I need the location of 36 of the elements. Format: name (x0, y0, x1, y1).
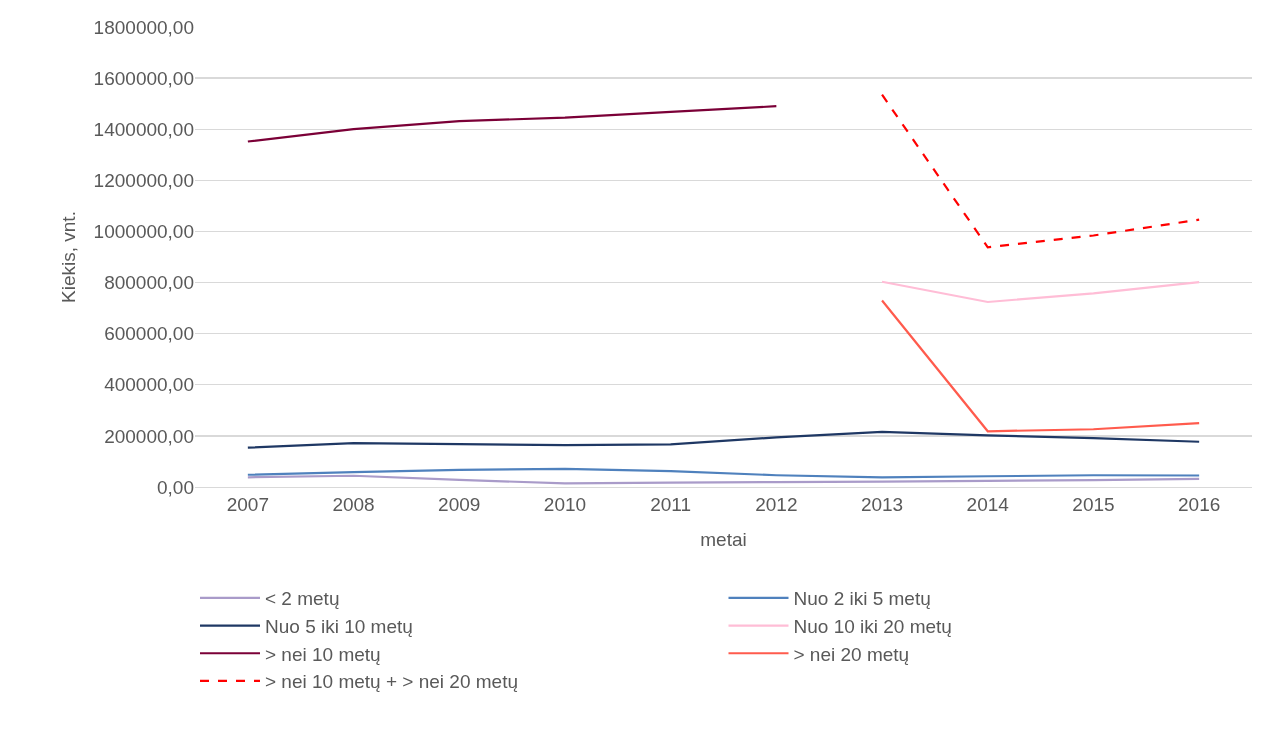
line-series (246, 467, 1201, 479)
x-tick-label: 2009 (438, 493, 481, 515)
x-tick-label: 2014 (966, 493, 1010, 515)
y-tick-label: 1000000,00 (93, 221, 194, 243)
x-tick-label: 2008 (332, 493, 375, 515)
x-tick-label: 2010 (543, 493, 587, 515)
line-series (246, 474, 1201, 485)
legend-label: < 2 metų (265, 588, 340, 610)
line-series (246, 430, 1201, 449)
line-series (246, 105, 778, 143)
x-tick-label: 2016 (1178, 493, 1221, 515)
legend-label: > nei 10 metų + > nei 20 metų (265, 671, 518, 693)
line-series (880, 280, 1201, 304)
legend-label: > nei 20 metų (793, 643, 910, 665)
x-tick-label: 2011 (650, 493, 692, 515)
y-tick-label: 200000,00 (104, 425, 194, 447)
y-tick-label: 800000,00 (104, 272, 194, 294)
legend-label: Nuo 5 iki 10 metų (265, 615, 413, 637)
x-axis-title: metai (700, 528, 747, 550)
legend-label: > nei 10 metų (265, 643, 381, 665)
y-tick-label: 1600000,00 (93, 67, 194, 89)
x-tick-label: 2012 (755, 493, 798, 515)
y-axis-title: Kiekis, vnt. (58, 211, 80, 303)
x-tick-label: 2007 (226, 493, 269, 515)
y-tick-label: 1200000,00 (93, 169, 194, 191)
y-tick-label: 0,00 (157, 476, 194, 498)
line-series (880, 93, 1201, 249)
line-series (880, 299, 1201, 433)
y-tick-label: 1400000,00 (93, 118, 194, 140)
y-tick-label: 600000,00 (104, 323, 194, 345)
legend-label: Nuo 2 iki 5 metų (793, 588, 931, 610)
x-tick-label: 2015 (1072, 493, 1115, 515)
y-tick-label: 1800000,00 (93, 16, 194, 38)
y-tick-label: 400000,00 (104, 374, 194, 396)
x-tick-label: 2013 (860, 493, 904, 515)
legend-label: Nuo 10 iki 20 metų (793, 615, 952, 637)
